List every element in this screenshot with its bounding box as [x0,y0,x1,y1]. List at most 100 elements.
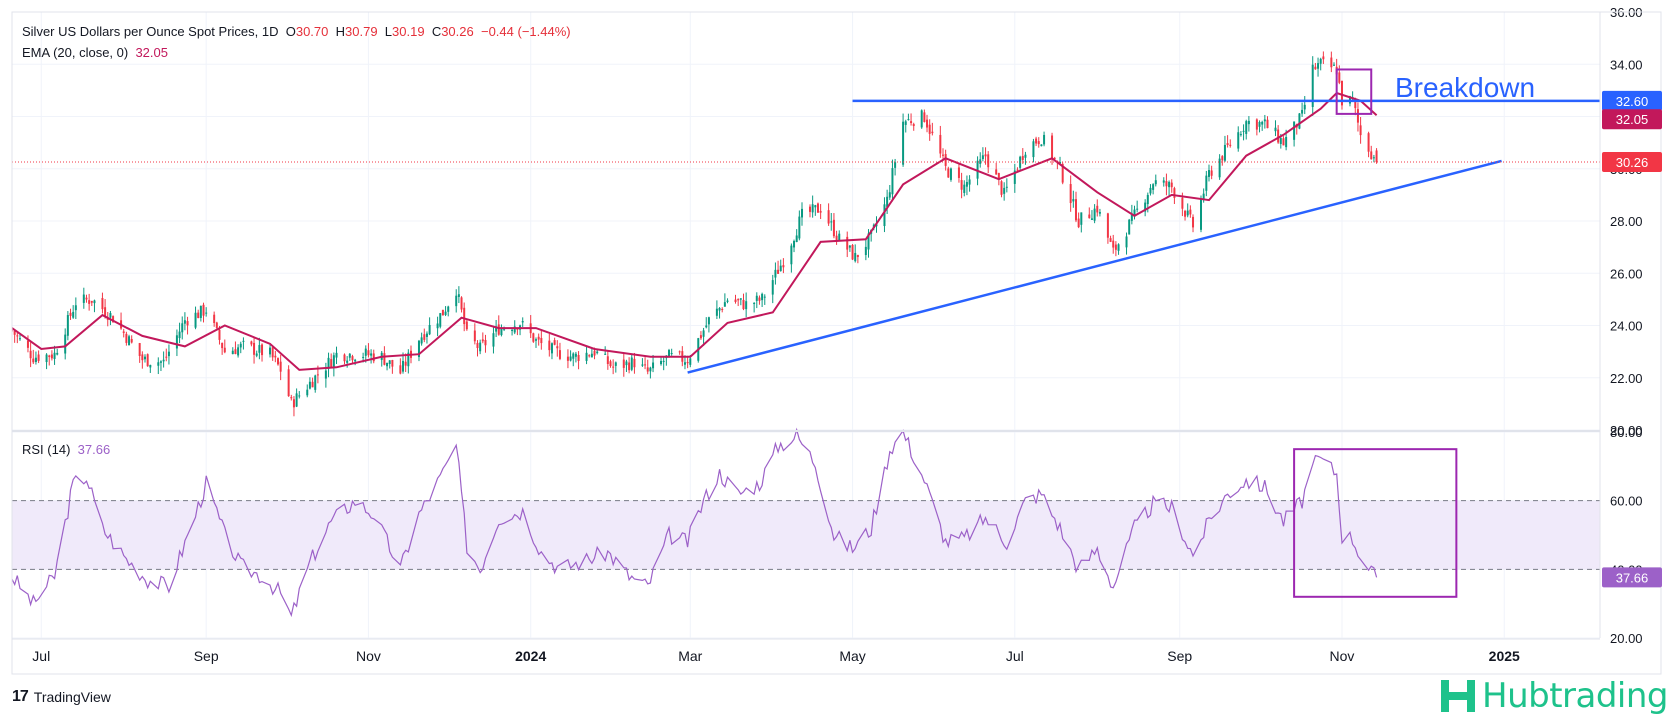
candle-body [460,297,463,310]
candle-body [202,304,205,316]
candle-body [261,344,264,356]
candle-body [316,374,319,376]
candle-body [348,353,351,358]
candle-body [64,334,67,354]
candle-body [1375,150,1378,162]
candle-body [678,351,681,353]
candle-body [346,360,349,363]
candle-body [48,355,51,358]
candle-body [646,367,649,372]
candle-body [1021,156,1024,160]
candle-body [149,364,152,368]
price-tick-label: 26.00 [1610,266,1643,281]
tradingview-text: TradingView [33,689,111,705]
candle-body [753,302,756,305]
rsi-legend: RSI (14) 37.66 [22,442,110,457]
candle-body [558,350,561,359]
candles [12,51,1378,417]
candle-body [1279,138,1282,144]
candle-body [726,300,729,302]
candle-body [330,359,333,367]
time-tick-label: Jul [1006,648,1024,664]
candle-body [162,359,165,362]
candle-body [481,339,484,342]
candle-body [1072,199,1075,202]
candle-body [1077,218,1080,228]
candle-body [308,381,311,389]
candle-body [540,337,543,344]
candle-body [1367,133,1370,152]
candle-body [1112,240,1115,248]
candle-body [279,361,282,372]
candle-body [742,299,745,310]
candle-body [904,121,907,125]
candle-body [215,322,218,329]
candle-body [612,366,615,368]
price-tick-label: 34.00 [1610,57,1643,72]
candle-body [707,317,710,325]
candle-body [1317,63,1320,69]
candle-body [745,301,748,310]
candle-body [516,328,519,330]
candle-body [662,360,665,362]
ascending-trendline [687,159,1502,374]
candle-body [128,336,131,346]
candle-body [761,293,764,301]
candle-body [223,347,226,353]
candle-body [928,124,931,134]
candle-body [1226,143,1229,146]
candle-body [388,360,391,364]
rsi-box [1293,448,1458,598]
candle-body [495,326,498,332]
candle-body [167,351,170,357]
candle-body [306,389,309,396]
candle-body [1144,202,1147,212]
candle-body [976,160,979,179]
candle-body [1173,188,1176,198]
candle-body [159,361,162,363]
candle-body [588,355,591,357]
candle-body [372,353,375,362]
candle-body [1322,56,1325,60]
open-value: 30.70 [295,24,329,39]
candle-body [175,335,178,349]
candle-body [622,359,625,368]
candle-body [32,358,35,363]
candle-body [532,333,535,342]
candle-body [630,357,633,370]
time-tick-label: 2024 [515,648,546,664]
candle-body [981,155,984,160]
candle-body [1245,121,1248,134]
candle-body [1080,212,1083,225]
last-price-tag-bg [1602,151,1662,172]
candle-body [838,233,841,241]
candle-body [793,240,796,248]
chart-header: Silver US Dollars per Ounce Spot Prices,… [22,24,571,39]
candle-body [463,307,466,325]
low-value: 30.19 [392,24,425,39]
candle-body [1093,208,1096,221]
candle-body [1338,72,1341,83]
time-tick-label: Sep [194,648,219,664]
candle-body [763,296,766,298]
rsi-line [11,427,1378,618]
candle-body [18,338,21,340]
candle-body [1165,181,1168,187]
candle-body [370,353,373,356]
candle-body [739,298,742,300]
candle-body [367,350,370,356]
candle-body [85,297,88,300]
candle-body [997,173,1000,180]
candle-body [276,358,279,365]
candle-body [718,308,721,311]
candle-body [292,399,295,408]
candle-body [425,333,428,337]
candle-body [830,221,833,223]
candle-body [1189,209,1192,215]
candle-body [165,356,168,358]
candle-body [1330,57,1333,68]
candle-body [439,313,442,327]
rsi-tick-label: 60.00 [1610,494,1643,509]
candle-body [1200,198,1203,230]
